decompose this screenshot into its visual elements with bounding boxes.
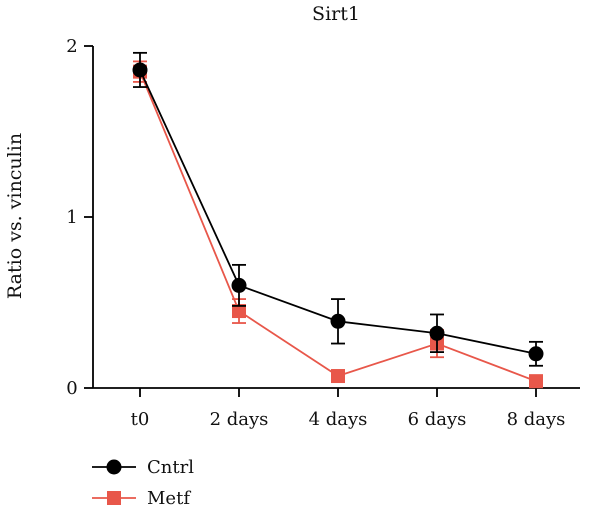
x-tick-label: 2 days — [210, 409, 269, 430]
x-tick-label: 6 days — [408, 409, 467, 430]
series-layer — [132, 51, 544, 389]
legend-marker — [107, 491, 121, 505]
data-point — [132, 62, 148, 78]
data-point — [232, 304, 246, 319]
legend-marker — [106, 459, 122, 475]
chart-title: Sirt1 — [312, 3, 360, 25]
data-point — [528, 346, 544, 362]
series-cntrl — [132, 51, 544, 367]
y-tick-label: 1 — [66, 207, 77, 228]
data-point — [231, 277, 247, 293]
y-ticks: 0 1 2 — [66, 36, 93, 399]
x-tick-label: 8 days — [507, 409, 566, 430]
legend-label: Cntrl — [147, 457, 194, 478]
x-tick-label: t0 — [131, 409, 150, 430]
y-tick-label: 2 — [66, 36, 77, 57]
data-point — [529, 374, 543, 389]
data-point — [330, 313, 346, 329]
x-tick-label: 4 days — [309, 409, 368, 430]
x-ticks: t0 2 days 4 days 6 days 8 days — [131, 388, 566, 430]
y-axis-label: Ratio vs. vinculin — [4, 133, 26, 299]
data-point — [331, 369, 345, 384]
data-point — [429, 325, 445, 341]
legend: Cntrl Metf — [92, 457, 194, 509]
legend-label: Metf — [147, 488, 191, 509]
y-tick-label: 0 — [66, 378, 77, 399]
